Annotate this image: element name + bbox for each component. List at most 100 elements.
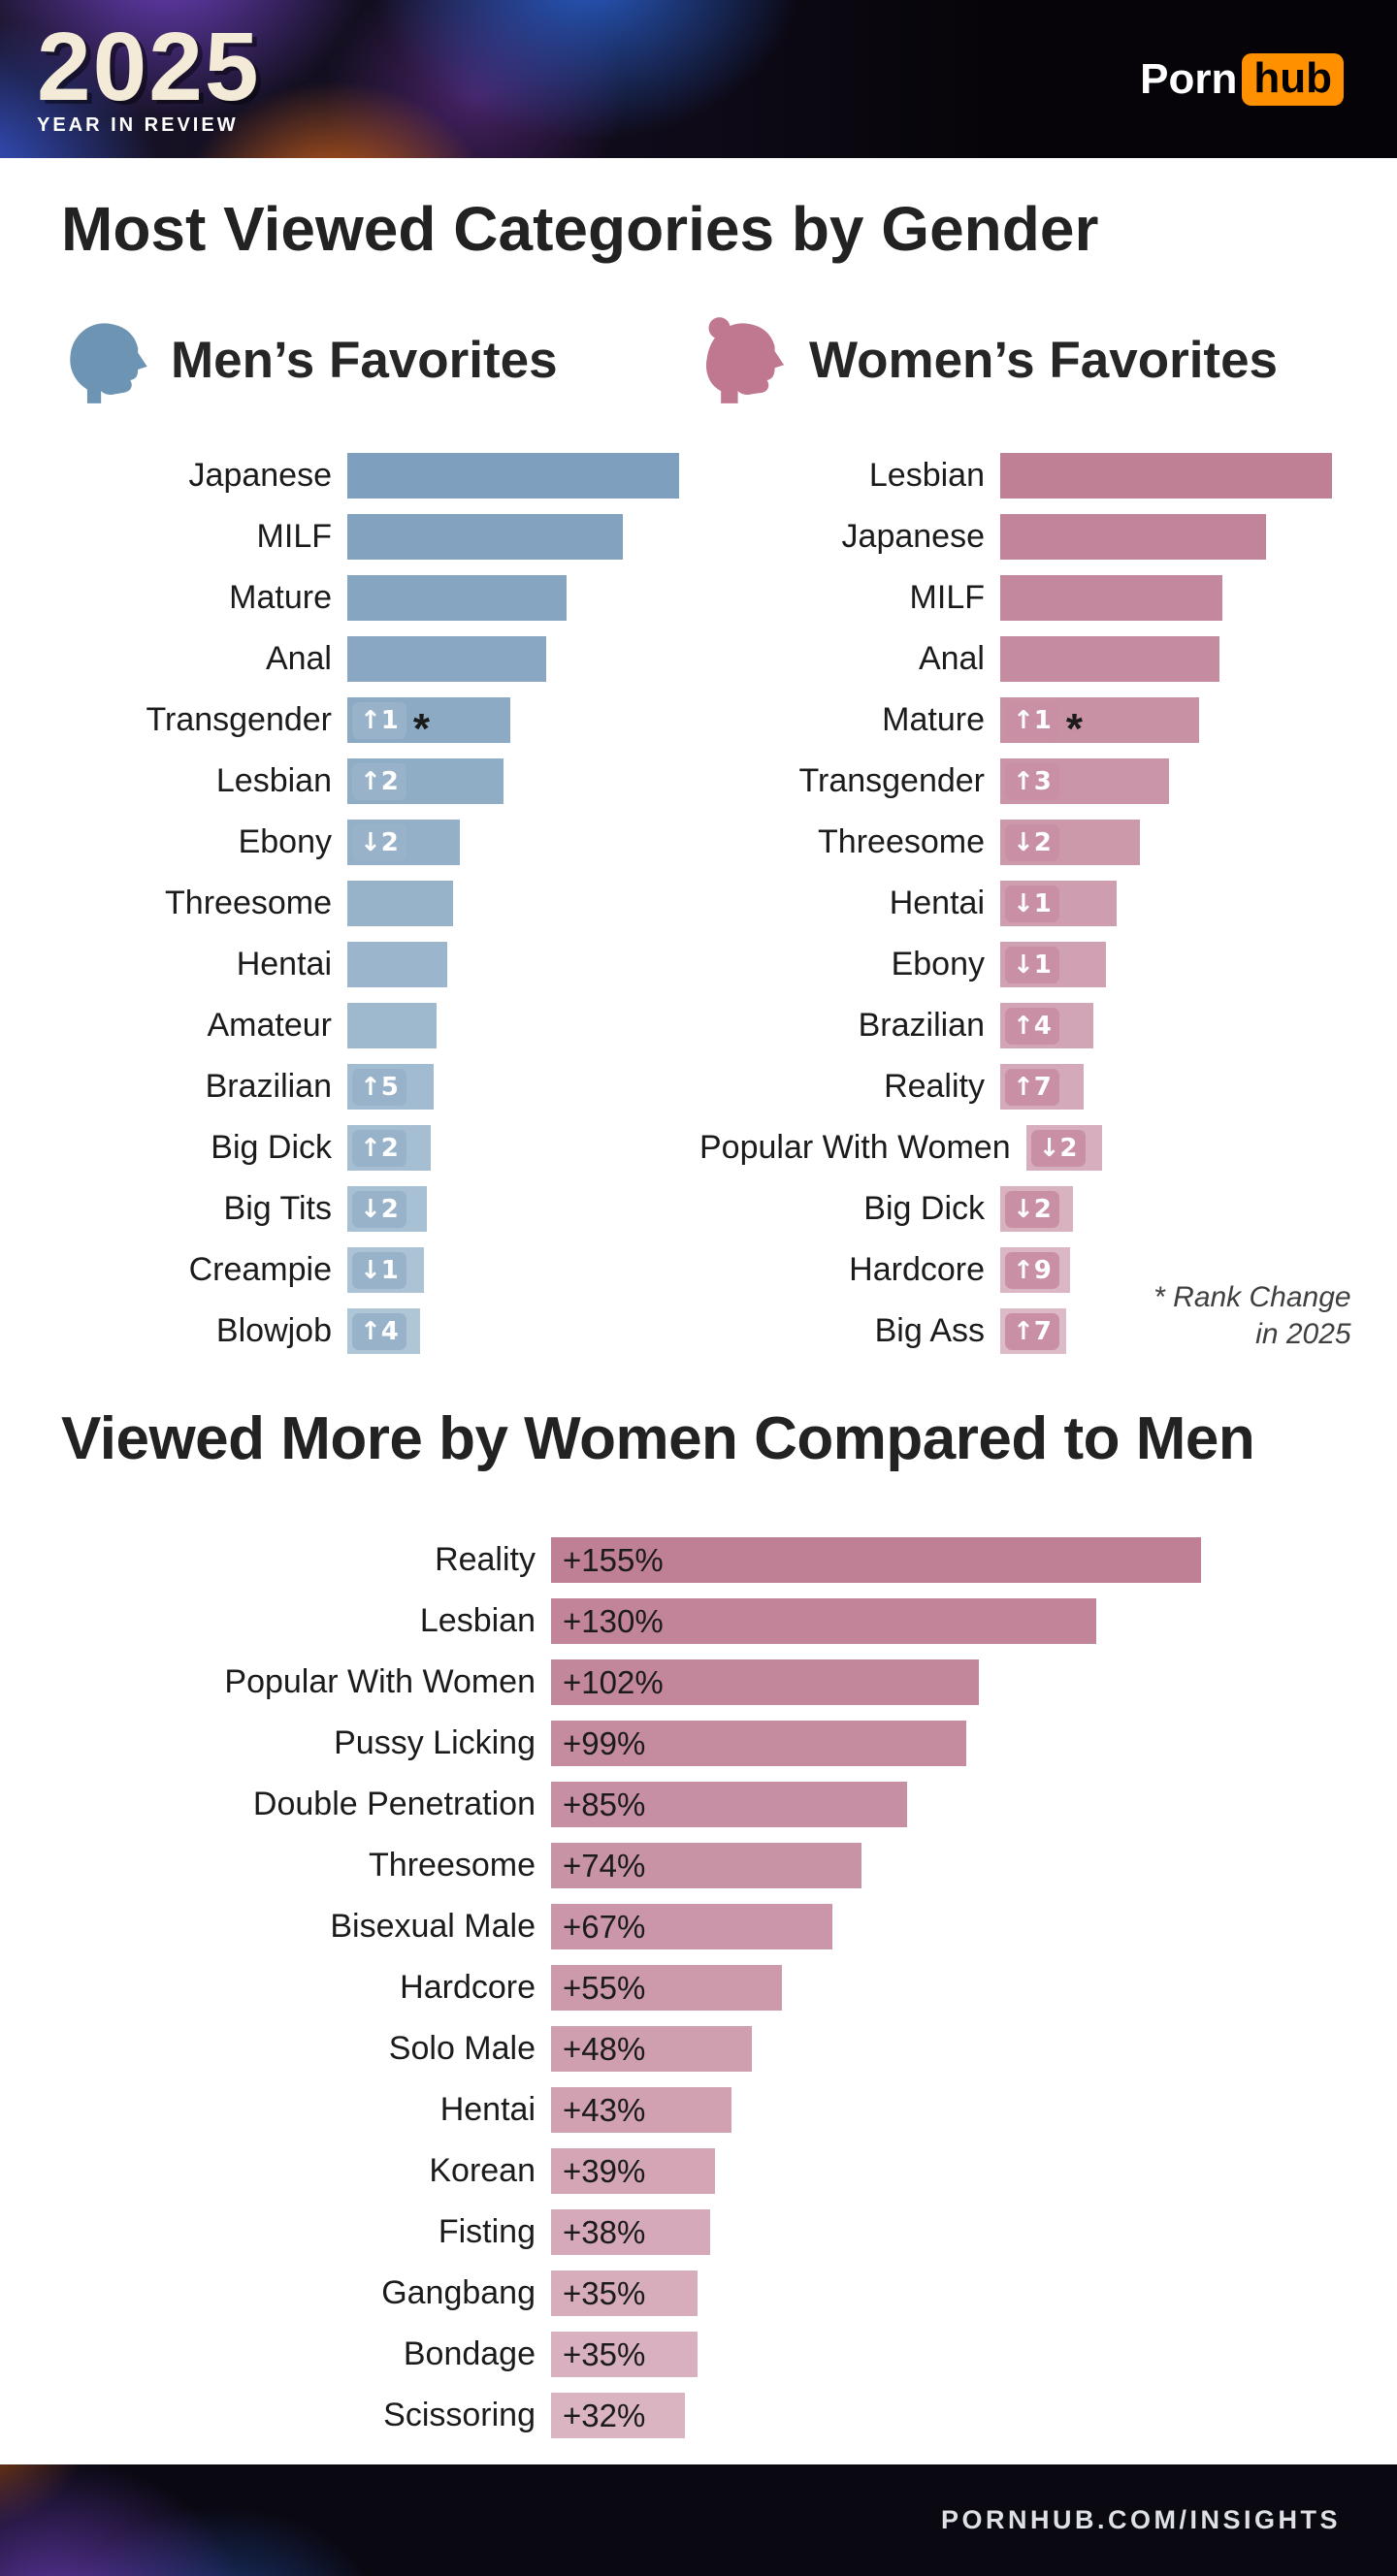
category-label: Gangbang <box>381 2274 536 2311</box>
bar-track <box>347 514 679 560</box>
category-bar: ↑2 <box>347 758 504 804</box>
category-label: Double Penetration <box>252 1786 536 1822</box>
bar-track: +102% <box>551 1659 1201 1705</box>
category-bar: ↓2 <box>1000 820 1140 865</box>
bar-track <box>1000 453 1332 499</box>
rank-change-badge: ↑5 <box>352 1068 406 1106</box>
rank-change-badge: ↑3 <box>1005 762 1059 800</box>
year-in-review-brand: 2025 YEAR IN REVIEW <box>37 18 260 137</box>
category-label: Hentai <box>236 946 332 982</box>
rank-change-footnote-line2: in 2025 <box>1255 1317 1351 1350</box>
bar-track <box>1000 575 1332 621</box>
category-label: Popular With Women <box>224 1663 536 1700</box>
category-bar: ↑7 <box>1000 1064 1084 1110</box>
chart-row: Mature ↑1 * <box>699 690 1358 751</box>
category-bar <box>347 453 679 499</box>
category-bar: +39% <box>551 2148 715 2194</box>
category-label: Amateur <box>207 1007 333 1044</box>
value-label: +55% <box>563 1969 646 2006</box>
rank-change-badge: ↓1 <box>1005 885 1059 922</box>
rank-change-badge: ↓2 <box>1030 1129 1086 1167</box>
bar-track: +55% <box>551 1965 1201 2011</box>
bar-track <box>347 453 679 499</box>
category-bar: ↑4 <box>1000 1003 1093 1048</box>
category-bar <box>347 881 454 926</box>
category-label: Scissoring <box>383 2397 536 2433</box>
chart-row: Transgender ↑1 * <box>61 690 699 751</box>
bar-track: ↑3 <box>1000 758 1332 804</box>
chart-row: Gangbang +35% <box>61 2263 1336 2324</box>
chart-row: Transgender ↑3 <box>699 751 1358 812</box>
chart-row: Creampie ↓1 <box>61 1240 699 1301</box>
category-label: Korean <box>429 2152 536 2189</box>
bar-track: +35% <box>551 2270 1201 2316</box>
rank-change-badge: ↓1 <box>352 1251 406 1289</box>
chart-row: Hardcore ↑9 <box>699 1240 1358 1301</box>
category-label: Bisexual Male <box>330 1908 536 1945</box>
chart-row: Hentai +43% <box>61 2079 1336 2141</box>
category-bar: ↑7 <box>1000 1308 1067 1354</box>
chart-row: Threesome +74% <box>61 1835 1336 1896</box>
category-label: Hentai <box>439 2091 536 2128</box>
category-label: MILF <box>256 518 332 555</box>
bar-track <box>347 636 679 682</box>
year-tagline: YEAR IN REVIEW <box>37 113 239 136</box>
bar-track: +99% <box>551 1721 1201 1766</box>
value-label: +48% <box>563 2030 646 2067</box>
rank-change-footnote: * Rank Change in 2025 <box>1153 1279 1350 1352</box>
bar-track: ↑5 <box>347 1064 679 1110</box>
category-bar: ↓2 <box>1025 1125 1103 1171</box>
bar-track: ↓2 <box>1025 1125 1358 1171</box>
bar-track: +32% <box>551 2393 1201 2438</box>
womens-favorites-section: Women’s Favorites Lesbian Japanese MILF Ana… <box>699 311 1358 1362</box>
category-label: Hentai <box>889 885 985 921</box>
chart-row: Japanese <box>61 445 699 506</box>
rank-change-asterisk: * <box>412 704 431 753</box>
bar-track: ↓2 <box>1000 820 1332 865</box>
chart-row: Reality ↑7 <box>699 1056 1358 1117</box>
category-label: Anal <box>265 640 332 677</box>
chart-row: MILF <box>61 506 699 567</box>
category-label: Fisting <box>438 2213 536 2250</box>
bar-track: +38% <box>551 2209 1201 2255</box>
chart-row: Reality +155% <box>61 1530 1336 1591</box>
chart-row: Threesome <box>61 873 699 934</box>
bar-track <box>1000 636 1332 682</box>
rank-change-badge: ↑2 <box>352 762 406 800</box>
category-bar: ↓2 <box>1000 1186 1074 1232</box>
value-label: +155% <box>563 1541 664 1578</box>
category-label: Big Tits <box>223 1190 332 1227</box>
category-bar: +102% <box>551 1659 979 1705</box>
rank-change-badge: ↑4 <box>1005 1007 1059 1045</box>
category-bar <box>1000 575 1223 621</box>
category-bar <box>1000 636 1219 682</box>
rank-change-badge: ↑7 <box>1005 1068 1059 1106</box>
rank-change-badge: ↑7 <box>1005 1312 1059 1350</box>
chart-row: Big Ass ↑7 <box>699 1301 1358 1362</box>
category-bar: +130% <box>551 1598 1096 1644</box>
bar-track: ↑7 <box>1000 1064 1332 1110</box>
bar-track: ↑7 <box>1000 1308 1332 1354</box>
category-bar: +67% <box>551 1904 832 1949</box>
bar-track: ↓1 <box>1000 942 1332 987</box>
mens-favorites-chart: Japanese MILF Mature Anal Transgender ↑1 * Lesb… <box>61 445 699 1362</box>
category-bar: ↓1 <box>347 1247 424 1293</box>
rank-change-badge: ↑2 <box>352 1129 406 1167</box>
category-label: Anal <box>918 640 985 677</box>
category-bar: ↓2 <box>347 1186 428 1232</box>
footer-bar: PORNHUB.COM/INSIGHTS <box>0 2464 1397 2576</box>
category-label: Blowjob <box>215 1312 332 1349</box>
category-label: Brazilian <box>858 1007 985 1044</box>
value-label: +43% <box>563 2091 646 2128</box>
logo-text-hub: hub <box>1242 52 1344 106</box>
bar-track: +155% <box>551 1537 1201 1583</box>
value-label: +74% <box>563 1847 646 1884</box>
value-label: +35% <box>563 2335 646 2372</box>
rank-change-footnote-line1: * Rank Change <box>1153 1281 1351 1313</box>
category-bar: +74% <box>551 1843 861 1888</box>
rank-change-badge: ↓2 <box>352 823 406 861</box>
category-bar: +35% <box>551 2270 698 2316</box>
chart-row: Blowjob ↑4 <box>61 1301 699 1362</box>
chart-row: Fisting +38% <box>61 2202 1336 2263</box>
